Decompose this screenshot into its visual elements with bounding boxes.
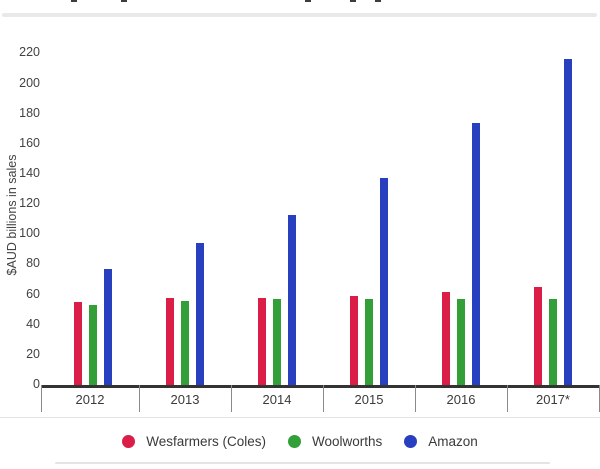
x-tick-mark [322, 385, 324, 412]
x-category-label: 2013 [170, 392, 200, 407]
y-tick-label: 140 [19, 165, 40, 180]
x-tick-mark [506, 385, 508, 412]
bar-amazon-2016 [472, 122, 480, 385]
y-tick-label: 20 [26, 346, 40, 361]
cropped-text-mark [71, 0, 77, 2]
y-tick-label: 160 [19, 135, 40, 150]
y-tick-label: 200 [19, 75, 40, 90]
bottom-divider [55, 462, 550, 464]
x-tick-mark [138, 385, 140, 412]
x-axis-line [41, 385, 599, 388]
bar-wesfarmers-coles-2012 [74, 302, 82, 385]
legend-item-wesfarmers: Wesfarmers (Coles) [122, 434, 266, 449]
x-category-label: 2014 [262, 392, 292, 407]
bar-woolworths-2013 [181, 300, 189, 385]
legend-item-amazon: Amazon [404, 434, 478, 449]
x-category-label: 2015 [354, 392, 384, 407]
cropped-text-mark [375, 0, 381, 2]
cropped-text-mark [350, 0, 356, 2]
bar-woolworths-2014 [273, 299, 281, 385]
bar-amazon-2014 [288, 214, 296, 385]
x-category-label: 2012 [75, 392, 105, 407]
cropped-text-mark [305, 0, 311, 2]
y-tick-label: 100 [19, 226, 40, 241]
legend-dot-wesfarmers [122, 435, 136, 448]
bar-woolworths-2017 [549, 299, 557, 385]
legend-dot-woolworths [287, 435, 301, 448]
bar-amazon-2013 [196, 243, 204, 385]
chart-legend: Wesfarmers (Coles) Woolworths Amazon [0, 434, 600, 449]
bar-amazon-2015 [380, 178, 388, 385]
bar-woolworths-2012 [89, 305, 97, 385]
bar-woolworths-2016 [457, 299, 465, 385]
top-divider [2, 13, 597, 17]
x-category-label: 2017* [536, 392, 570, 407]
x-category-label: 2016 [446, 392, 476, 407]
y-tick-label: 60 [26, 286, 40, 301]
bar-woolworths-2015 [365, 299, 373, 385]
legend-label-amazon: Amazon [428, 434, 478, 449]
bar-wesfarmers-coles-2017 [534, 287, 542, 385]
bar-wesfarmers-coles-2015 [350, 296, 358, 385]
y-tick-label: 220 [19, 45, 40, 60]
legend-label-wesfarmers: Wesfarmers (Coles) [146, 434, 266, 449]
x-tick-mark [598, 385, 600, 412]
bar-wesfarmers-coles-2013 [166, 297, 174, 385]
y-tick-label: 0 [33, 377, 40, 391]
x-axis-band-bottom-line [0, 417, 600, 418]
y-tick-label: 80 [26, 256, 40, 271]
bar-chart: $AUD billions in sales 0 20 40 60 80 100 120 14… [0, 45, 600, 418]
legend-item-woolworths: Woolworths [287, 434, 383, 449]
bar-amazon-2017 [564, 59, 572, 385]
cropped-text-mark [121, 0, 127, 2]
x-tick-mark [230, 385, 232, 412]
bar-wesfarmers-coles-2016 [442, 291, 450, 385]
legend-dot-amazon [404, 435, 418, 448]
x-tick-mark [40, 385, 42, 412]
bar-wesfarmers-coles-2014 [258, 297, 266, 385]
x-tick-mark [414, 385, 416, 412]
y-tick-label: 40 [26, 316, 40, 331]
legend-label-woolworths: Woolworths [311, 434, 383, 449]
y-tick-label: 180 [19, 105, 40, 120]
y-tick-label: 120 [19, 196, 40, 211]
bar-amazon-2012 [104, 268, 112, 385]
